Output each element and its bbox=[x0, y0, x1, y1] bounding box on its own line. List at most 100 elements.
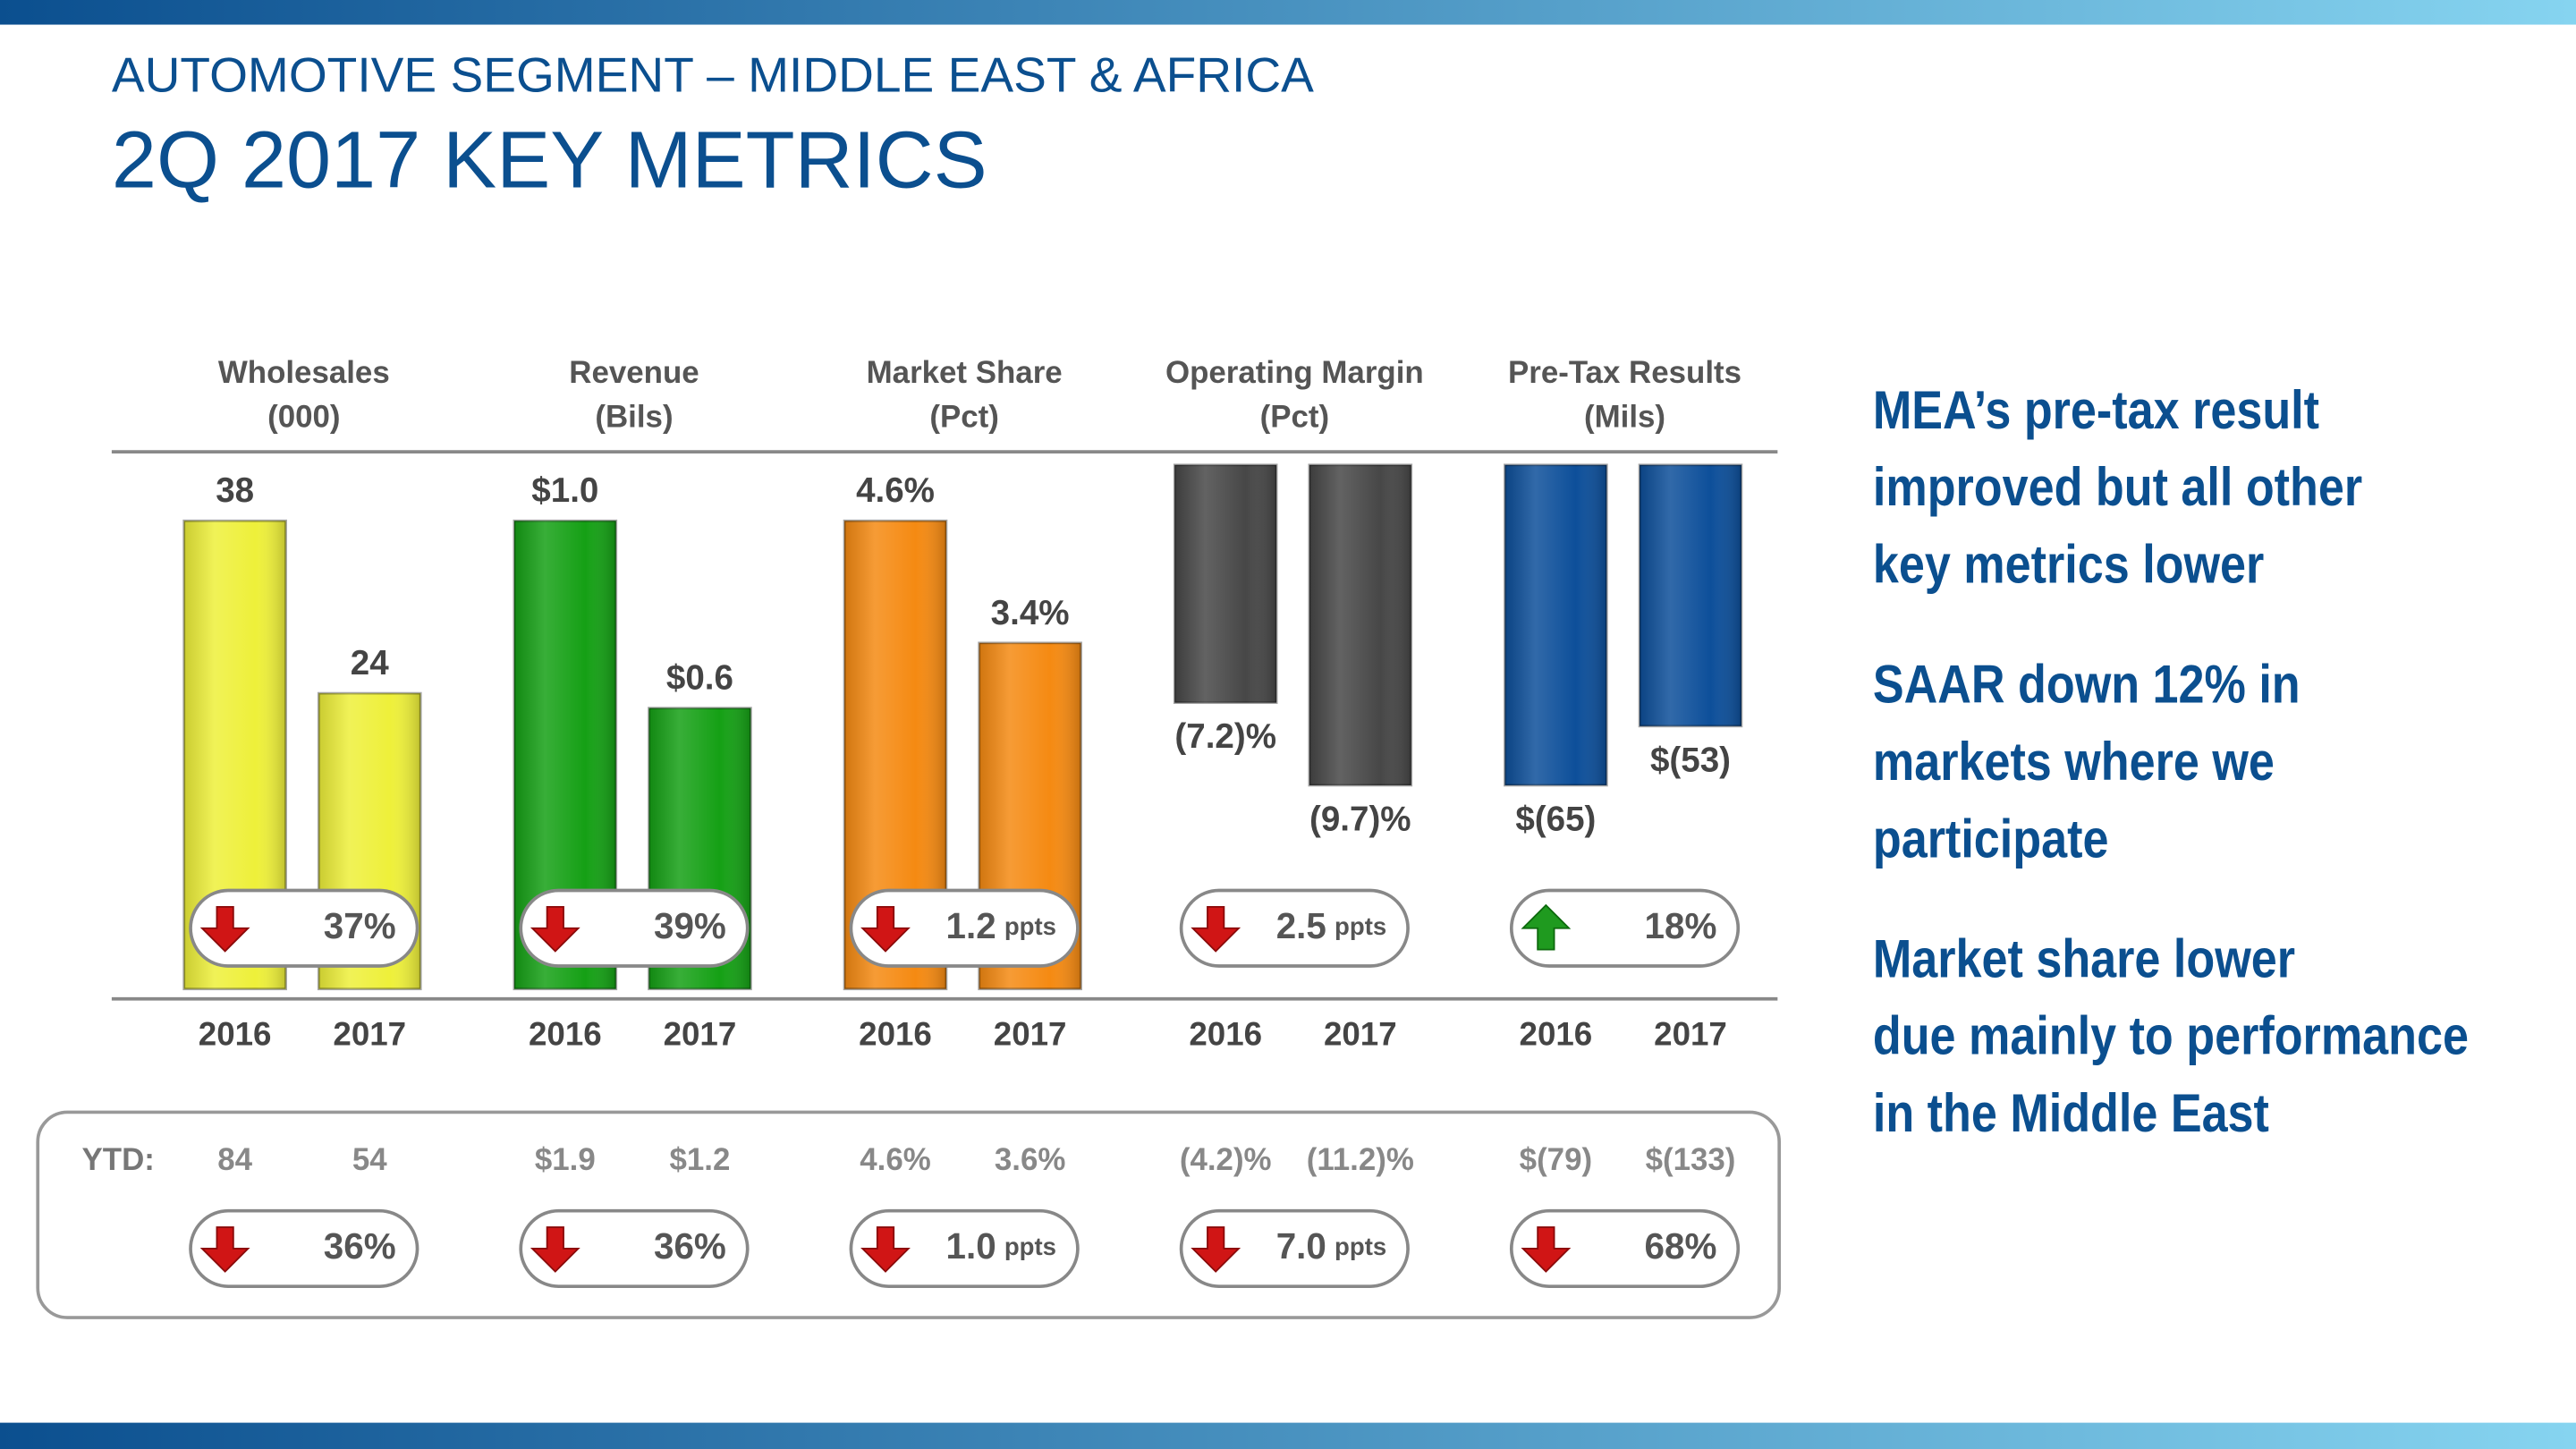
x-tick-label: 2017 bbox=[664, 1016, 737, 1053]
chart-subtitle: (Pct) bbox=[929, 400, 999, 435]
header-title: 2Q 2017 KEY METRICS bbox=[112, 115, 987, 205]
chart-title: Revenue bbox=[569, 355, 699, 390]
x-tick-label: 2016 bbox=[1520, 1016, 1593, 1053]
change-label: 1.2 ppts bbox=[946, 904, 1056, 945]
ytd-value: 84 bbox=[217, 1142, 252, 1177]
change-value: 18% bbox=[1645, 904, 1717, 945]
value-label: $1.0 bbox=[531, 471, 598, 510]
change-label: 39% bbox=[654, 904, 726, 945]
value-label: $(65) bbox=[1515, 801, 1596, 839]
x-tick-label: 2017 bbox=[1324, 1016, 1397, 1053]
ytd-value: (4.2)% bbox=[1180, 1142, 1272, 1177]
change-badge bbox=[1509, 1208, 1741, 1288]
x-tick-label: 2017 bbox=[994, 1016, 1067, 1053]
bar-shine bbox=[1640, 464, 1741, 726]
value-label: 24 bbox=[351, 644, 389, 682]
change-badge bbox=[849, 1208, 1080, 1288]
value-label: 3.4% bbox=[991, 594, 1070, 632]
change-badge bbox=[849, 888, 1080, 968]
value-label: 38 bbox=[216, 471, 254, 510]
down-arrow bbox=[530, 905, 580, 953]
change-badge bbox=[519, 888, 750, 968]
change-value: 39% bbox=[654, 904, 726, 945]
ytd-value: 4.6% bbox=[860, 1142, 931, 1177]
change-label: 18% bbox=[1645, 904, 1717, 945]
down-arrow bbox=[1191, 905, 1241, 953]
chart-title: Operating Margin bbox=[1165, 355, 1424, 390]
x-tick-label: 2016 bbox=[1189, 1016, 1262, 1053]
value-label: (9.7)% bbox=[1309, 801, 1411, 839]
x-tick-label: 2016 bbox=[529, 1016, 602, 1053]
change-badge bbox=[189, 888, 419, 968]
down-arrow bbox=[1191, 1226, 1241, 1273]
change-badge bbox=[1179, 1208, 1410, 1288]
change-value: 2.5 bbox=[1276, 904, 1326, 945]
change-label: 2.5 ppts bbox=[1276, 904, 1386, 945]
change-value: 1.2 bbox=[946, 904, 996, 945]
ytd-value: $(79) bbox=[1520, 1142, 1592, 1177]
note-line: MEA’s pre-tax result bbox=[1873, 379, 2319, 440]
bar-shine bbox=[1309, 464, 1411, 785]
header-subtitle: AUTOMOTIVE SEGMENT – MIDDLE EAST & AFRIC… bbox=[112, 47, 1314, 103]
change-value: 36% bbox=[324, 1225, 396, 1267]
change-value: 68% bbox=[1645, 1225, 1717, 1267]
change-value: 1.0 bbox=[946, 1225, 996, 1267]
ytd-label: YTD: bbox=[82, 1142, 155, 1177]
change-label: 37% bbox=[324, 904, 396, 945]
change-unit: ppts bbox=[1004, 1233, 1056, 1260]
note-line: key metrics lower bbox=[1873, 534, 2264, 595]
change-label: 7.0 ppts bbox=[1276, 1225, 1386, 1267]
x-tick-label: 2017 bbox=[333, 1016, 406, 1053]
ytd-value: $(133) bbox=[1646, 1142, 1736, 1177]
note-line: improved but all other bbox=[1873, 457, 2362, 518]
down-arrow bbox=[860, 905, 911, 953]
up-arrow bbox=[1521, 903, 1572, 951]
top-band bbox=[0, 0, 2576, 25]
ytd-value: $1.2 bbox=[670, 1142, 731, 1177]
change-unit: ppts bbox=[1335, 1233, 1386, 1260]
x-tick-label: 2017 bbox=[1654, 1016, 1727, 1053]
chart-title: Market Share bbox=[867, 355, 1063, 390]
ytd-value: 54 bbox=[352, 1142, 387, 1177]
change-unit: ppts bbox=[1335, 912, 1386, 940]
value-label: $0.6 bbox=[666, 659, 733, 698]
change-badge bbox=[519, 1208, 750, 1288]
value-label: (7.2)% bbox=[1174, 717, 1276, 756]
ytd-value: 3.6% bbox=[995, 1142, 1066, 1177]
down-arrow bbox=[199, 905, 250, 953]
down-arrow bbox=[199, 1226, 250, 1273]
notes: MEA’s pre-tax result improved but all oth… bbox=[1873, 379, 2469, 1143]
bottom-band bbox=[0, 1422, 2576, 1449]
ytd-value: $1.9 bbox=[535, 1142, 596, 1177]
note-line: in the Middle East bbox=[1873, 1082, 2269, 1143]
down-arrow bbox=[860, 1226, 911, 1273]
change-unit: ppts bbox=[1004, 912, 1056, 940]
ytd-value: (11.2)% bbox=[1307, 1142, 1414, 1177]
change-label: 68% bbox=[1645, 1225, 1717, 1267]
change-label: 1.0 ppts bbox=[946, 1225, 1056, 1267]
value-label: 4.6% bbox=[856, 471, 935, 510]
chart-subtitle: (Mils) bbox=[1584, 400, 1665, 435]
change-badge bbox=[1179, 888, 1410, 968]
chart-subtitle: (000) bbox=[267, 400, 340, 435]
change-value: 7.0 bbox=[1276, 1225, 1326, 1267]
x-tick-label: 2016 bbox=[199, 1016, 272, 1053]
down-arrow bbox=[530, 1226, 580, 1273]
change-value: 37% bbox=[324, 904, 396, 945]
chart-title: Pre-Tax Results bbox=[1508, 355, 1741, 390]
change-badge bbox=[189, 1208, 419, 1288]
change-value: 36% bbox=[654, 1225, 726, 1267]
note-line: due mainly to performance bbox=[1873, 1005, 2469, 1066]
ytd-box bbox=[36, 1110, 1782, 1319]
note-line: participate bbox=[1873, 809, 2109, 869]
chart-title: Wholesales bbox=[218, 355, 390, 390]
x-tick-label: 2016 bbox=[859, 1016, 932, 1053]
change-label: 36% bbox=[324, 1225, 396, 1267]
chart-subtitle: (Bils) bbox=[595, 400, 673, 435]
change-label: 36% bbox=[654, 1225, 726, 1267]
note-line: Market share lower bbox=[1873, 928, 2295, 989]
down-arrow bbox=[1521, 1226, 1572, 1273]
chart-subtitle: (Pct) bbox=[1260, 400, 1330, 435]
